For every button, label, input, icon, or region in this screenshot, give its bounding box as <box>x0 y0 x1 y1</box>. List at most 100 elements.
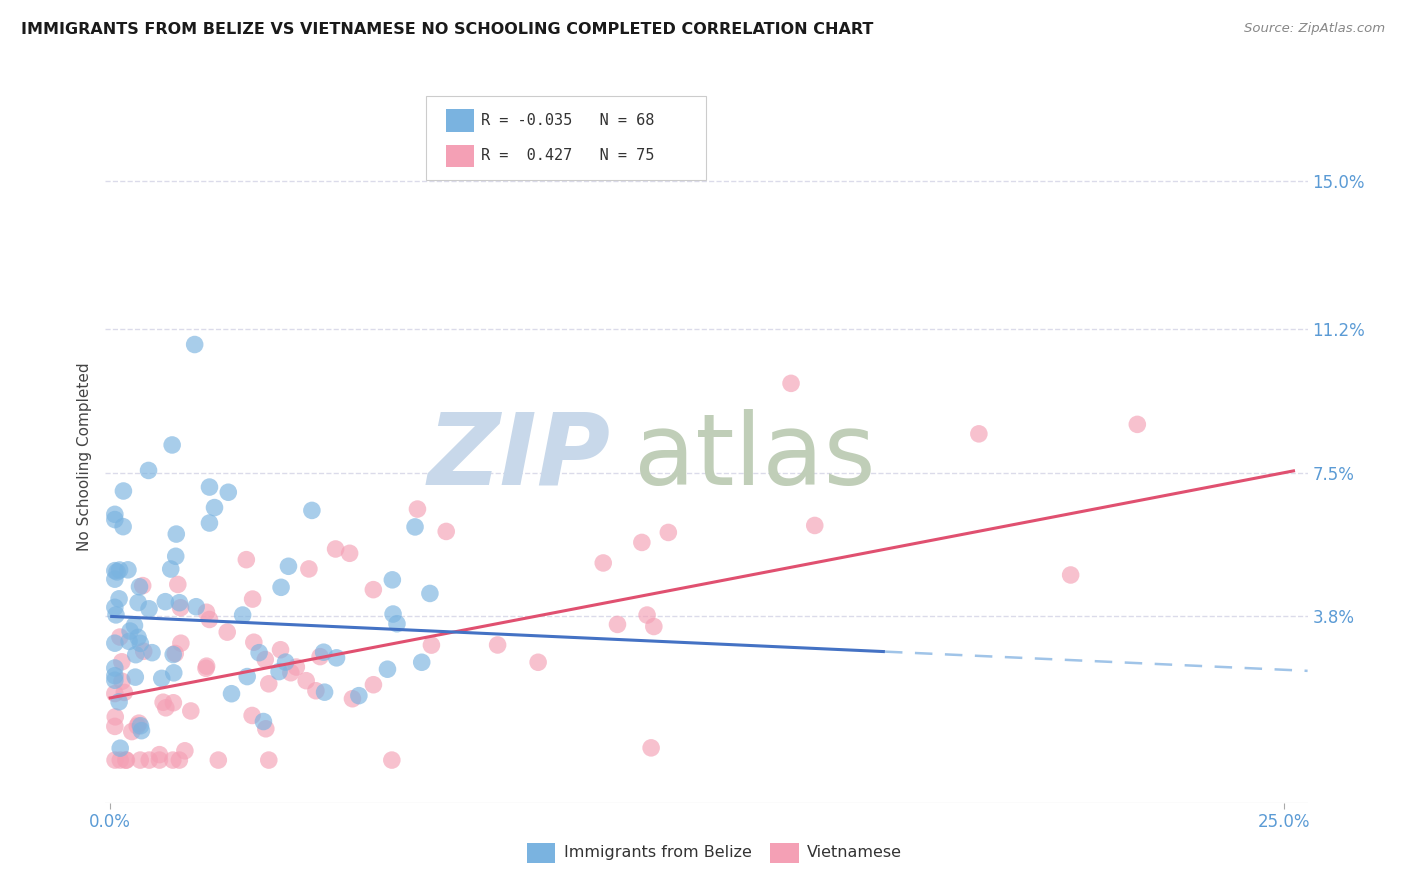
Point <box>242 592 264 607</box>
Point <box>125 648 148 662</box>
Point <box>198 516 221 530</box>
Point <box>195 659 218 673</box>
Point <box>127 719 149 733</box>
Point <box>111 655 134 669</box>
Point <box>186 599 208 614</box>
Point <box>141 646 163 660</box>
Point <box>486 638 509 652</box>
Point <box>207 753 229 767</box>
Point <box>104 572 127 586</box>
Point <box>112 519 135 533</box>
Point <box>314 685 336 699</box>
Point <box>204 500 226 515</box>
Text: Immigrants from Belize: Immigrants from Belize <box>564 846 752 860</box>
Point <box>780 376 803 391</box>
Point <box>377 662 399 676</box>
Text: Source: ZipAtlas.com: Source: ZipAtlas.com <box>1244 22 1385 36</box>
Point <box>385 616 408 631</box>
Point <box>406 502 429 516</box>
Point <box>129 753 152 767</box>
Point <box>169 596 191 610</box>
Point <box>169 753 191 767</box>
Point <box>127 596 149 610</box>
Point <box>104 673 127 688</box>
Point <box>636 608 658 623</box>
Point <box>155 700 177 714</box>
Point <box>363 678 385 692</box>
Text: atlas: atlas <box>634 409 876 506</box>
Point <box>104 661 127 675</box>
Point <box>127 631 149 645</box>
Point <box>150 671 173 685</box>
Point <box>129 636 152 650</box>
Point <box>160 438 183 452</box>
Point <box>128 716 150 731</box>
Point <box>419 586 441 600</box>
Point <box>305 683 328 698</box>
Point <box>217 625 239 640</box>
Point <box>592 556 614 570</box>
Point <box>298 562 321 576</box>
Point <box>243 635 266 649</box>
Point <box>131 723 153 738</box>
Point <box>236 669 259 683</box>
Point <box>967 426 990 441</box>
Point <box>108 591 131 606</box>
Point <box>803 518 825 533</box>
Point <box>163 665 186 680</box>
Point <box>280 665 302 680</box>
Point <box>165 527 187 541</box>
Point <box>1059 568 1081 582</box>
Point <box>640 740 662 755</box>
Point <box>404 520 426 534</box>
Point <box>277 559 299 574</box>
Point <box>381 573 404 587</box>
Point <box>104 564 127 578</box>
Text: IMMIGRANTS FROM BELIZE VS VIETNAMESE NO SCHOOLING COMPLETED CORRELATION CHART: IMMIGRANTS FROM BELIZE VS VIETNAMESE NO … <box>21 22 873 37</box>
Point <box>108 695 131 709</box>
Point <box>434 524 457 539</box>
Point <box>169 600 191 615</box>
Point <box>162 648 184 662</box>
Point <box>257 677 280 691</box>
Point <box>108 741 131 756</box>
Point <box>152 695 174 709</box>
Point <box>162 753 184 767</box>
Point <box>295 673 318 688</box>
Point <box>104 607 127 622</box>
Point <box>138 601 160 615</box>
Point <box>124 670 146 684</box>
Point <box>166 577 188 591</box>
Point <box>111 674 134 689</box>
Point <box>105 565 128 579</box>
Point <box>114 753 136 767</box>
Point <box>165 549 187 564</box>
Point <box>104 753 127 767</box>
Point <box>411 655 433 669</box>
Point <box>301 503 323 517</box>
Text: Vietnamese: Vietnamese <box>807 846 903 860</box>
Point <box>104 669 127 683</box>
Text: ZIP: ZIP <box>427 409 610 506</box>
Point <box>325 650 347 665</box>
Point <box>1126 417 1149 432</box>
Text: R =  0.427   N = 75: R = 0.427 N = 75 <box>481 148 654 163</box>
Point <box>240 708 263 723</box>
Point <box>309 649 332 664</box>
Point <box>118 634 141 648</box>
Y-axis label: No Schooling Completed: No Schooling Completed <box>77 363 93 551</box>
Point <box>657 525 679 540</box>
Point <box>110 753 132 767</box>
Point <box>112 483 135 498</box>
Point <box>108 563 131 577</box>
Point <box>195 661 218 675</box>
Point <box>148 753 170 767</box>
Point <box>165 647 187 661</box>
Point <box>342 691 364 706</box>
Point <box>252 714 274 729</box>
Point <box>381 753 404 767</box>
Point <box>254 722 277 736</box>
Point <box>121 724 143 739</box>
Point <box>124 618 146 632</box>
Point <box>270 642 292 657</box>
